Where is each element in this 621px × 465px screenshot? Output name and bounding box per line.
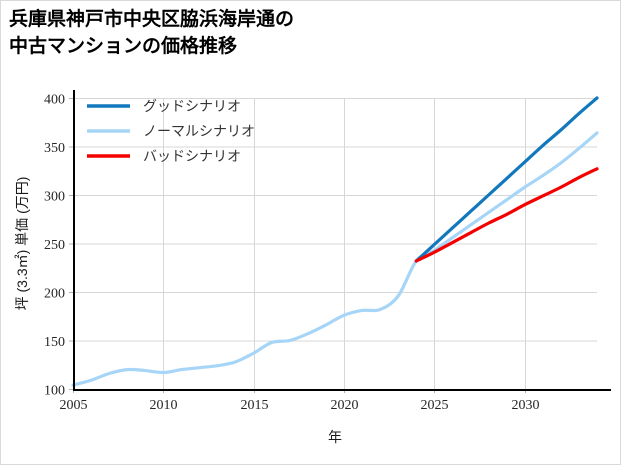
y-tick-label: 350 [44,141,65,156]
series-line [414,167,599,263]
axis-lines [73,90,611,391]
y-tick-label: 300 [44,190,65,205]
legend-label[interactable]: ノーマルシナリオ [143,123,255,139]
x-tick-label: 2010 [150,398,178,413]
page-title: 兵庫県神戸市中央区脇浜海岸通の 中古マンションの価格推移 [9,9,295,57]
y-axis-title: 坪 (3.3㎡) 単価 (万円) [14,177,30,311]
x-tick-label: 2025 [421,398,449,413]
y-tick-label: 200 [44,287,65,302]
x-tick-label: 2015 [241,398,269,413]
y-axis-tick-labels: 100 150 200 250 300 350 400 [44,93,65,399]
y-tick-label: 100 [44,384,65,399]
y-tick-label: 250 [44,238,65,253]
x-axis-title: 年 [328,429,342,445]
axis-titles: 年 坪 (3.3㎡) 単価 (万円) [14,177,342,445]
x-tick-label: 2005 [60,398,88,413]
x-tick-label: 2020 [331,398,359,413]
tick-marks [69,98,526,393]
series-line [71,131,599,387]
series-line [414,96,599,263]
y-tick-label: 150 [44,335,65,350]
gridlines [73,98,597,390]
y-tick-label: 400 [44,93,65,108]
series-lines [71,96,599,387]
legend-label[interactable]: バッドシナリオ [143,148,241,164]
x-axis-tick-labels: 2005 2010 2015 2020 2025 2030 [60,398,540,413]
legend-label[interactable]: グッドシナリオ [143,98,241,114]
x-tick-label: 2030 [512,398,540,413]
